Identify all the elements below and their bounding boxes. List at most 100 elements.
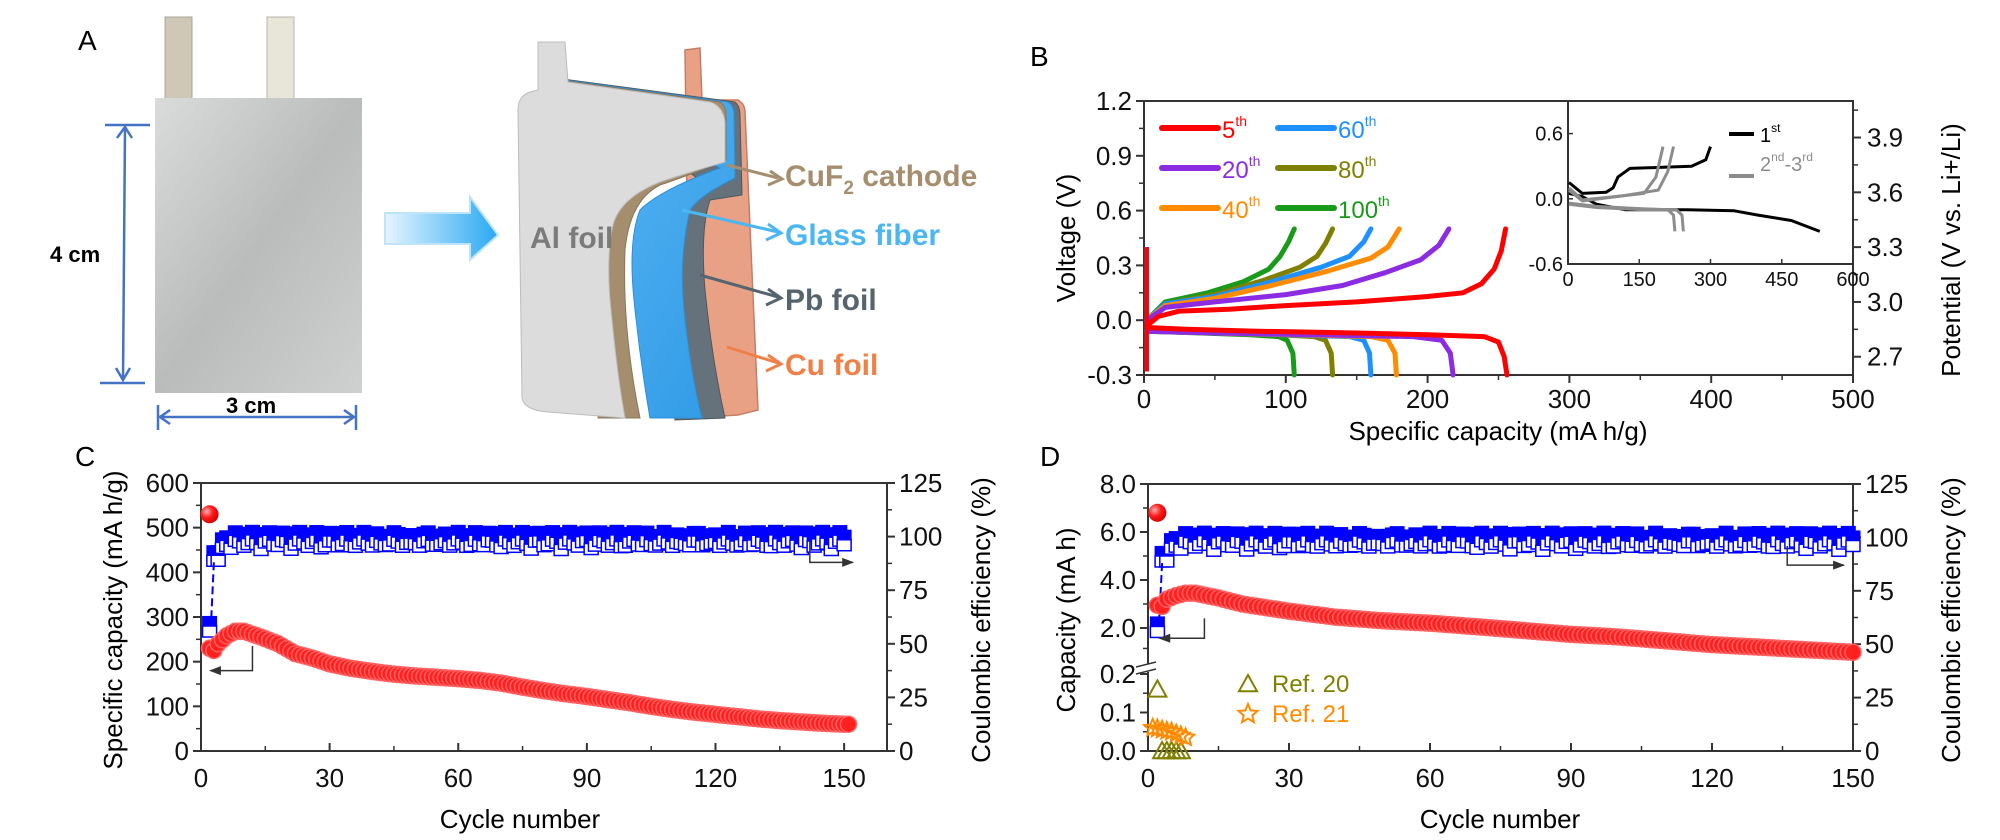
legend-label-20: 20th (1222, 153, 1260, 184)
y2-tick-label: 100 (1865, 522, 1908, 552)
y2-tick-label: 75 (899, 575, 928, 605)
legend-label-sup: th (1235, 113, 1247, 129)
legend-label-num: 80 (1338, 157, 1365, 184)
height-label: 4 cm (50, 242, 100, 267)
discharge-curve-5 (1144, 325, 1510, 378)
panel-a: A 4 cm 3 cm (50, 16, 977, 430)
ce-marker-open (1149, 625, 1166, 639)
discharge-curve-100 (1144, 328, 1297, 378)
ref20-marker (1146, 678, 1169, 698)
x-axis-title-c: Cycle number (440, 804, 601, 834)
x-tick-label-b: 300 (1548, 384, 1591, 414)
y2-tick-label: 50 (899, 629, 928, 659)
ref20-marker (1170, 739, 1192, 760)
legend-label-sup: th (1365, 113, 1377, 129)
pb-foil-pointer (699, 273, 779, 299)
ref21-marker (1174, 725, 1197, 747)
axis-break-mark (1135, 661, 1157, 668)
panel-label-d: D (1040, 441, 1060, 472)
y-tick-label-c: 400 (146, 557, 189, 587)
inset-frame (1567, 100, 1854, 265)
x-tick-label: 90 (1557, 763, 1586, 793)
width-dimension (156, 405, 358, 430)
legend-label-num: 5 (1222, 117, 1235, 144)
legend-ref20-label: Ref. 20 (1272, 671, 1349, 698)
right-arrow-icon (384, 193, 500, 263)
legend-label-5: 5th (1222, 113, 1247, 144)
panel-label-b: B (1030, 41, 1049, 72)
panel-label-c: C (75, 441, 95, 472)
legend-label-num: 60 (1338, 117, 1365, 144)
legend-label-num: 40 (1222, 197, 1249, 224)
y2-tick-label: 25 (899, 682, 928, 712)
pb-foil-label: Pb foil (785, 284, 877, 317)
inset-x-tick-label: 0 (1562, 269, 1573, 291)
glass-fiber-pointer (681, 208, 779, 234)
y-tick-label-d: 2.0 (1100, 613, 1136, 643)
x-tick-label: 150 (1831, 763, 1874, 793)
capacity-axis-arrow (208, 646, 254, 676)
y-tick-label-c: 500 (146, 513, 189, 543)
y2-tick-label-b: 3.6 (1867, 177, 1903, 207)
y2-tick-label: 50 (1865, 629, 1894, 659)
y2-axis-title-d: Coulombic efficiency (%) (1936, 477, 1966, 763)
width-label: 3 cm (226, 393, 276, 418)
legend-label-sup: th (1249, 193, 1261, 209)
y-axis-title-c: Specific capacity (mA h/g) (98, 470, 128, 769)
y2-axis-title-b: Potential (V vs. Li+/Li) (1936, 123, 1966, 377)
glass-fiber-layer (549, 77, 736, 419)
marks-d: Ref. 20 Ref. 21 (1141, 503, 1862, 760)
y2-tick-label: 25 (1865, 683, 1894, 713)
y2-tick-label-b: 3.3 (1867, 232, 1903, 262)
ce-marker-open (1845, 539, 1861, 553)
y2-tick-label: 0 (1865, 736, 1879, 766)
x-axis-title-b: Specific capacity (mA h/g) (1348, 416, 1647, 446)
panel-b: B 0 100 200 300 400 500-0.30.00.30.60.91.22.7… (1030, 41, 1966, 446)
inset-y-tick-label: -0.6 (1529, 254, 1563, 276)
inset-x-tick-label: 600 (1836, 269, 1869, 291)
pouch-cell-photo (155, 16, 362, 393)
y-tick-label-c: 600 (146, 468, 189, 498)
legend-label-sup: th (1365, 153, 1377, 169)
x-tick-label-b: 100 (1264, 384, 1307, 414)
y-tick-label-b: -0.3 (1087, 360, 1132, 390)
inset-y-tick-label: 0.6 (1535, 124, 1563, 146)
y2-tick-label: 0 (899, 736, 913, 766)
cu-foil-pointer (726, 345, 779, 365)
marks-c (200, 505, 858, 733)
legend-label-num: 20 (1222, 157, 1249, 184)
curves-b (1144, 226, 1510, 378)
panel-label-a: A (78, 25, 97, 56)
capacity-marker-first (1148, 503, 1167, 522)
y-tick-label-d: 8.0 (1100, 469, 1136, 499)
y2-tick-label: 100 (899, 522, 942, 552)
y-tick-label-b: 1.2 (1096, 86, 1132, 116)
y2-tick-label-b: 3.0 (1867, 287, 1903, 317)
ce-marker-open (201, 625, 218, 638)
al-foil-label: Al foil (530, 222, 613, 255)
ce-marker-open (1159, 555, 1175, 568)
panel-d: D 0.00.10.22.04.06.08.00 30 60 90 120 1500255… (1040, 441, 1966, 834)
inset-y-tick-label: 0.0 (1535, 189, 1563, 211)
inset-x-tick-label: 450 (1765, 269, 1798, 291)
x-tick-label: 120 (1690, 763, 1733, 793)
legend-label-num: 100 (1338, 197, 1378, 224)
x-tick-label: 30 (315, 763, 344, 793)
y-tick-label-d: 4.0 (1100, 565, 1136, 595)
y-tick-label-c: 200 (146, 647, 189, 677)
ce-axis-arrow (809, 540, 855, 567)
y2-tick-label: 125 (899, 468, 942, 498)
y-tick-label-c: 300 (146, 602, 189, 632)
x-tick-label: 60 (444, 763, 473, 793)
x-tick-label: 0 (1141, 763, 1155, 793)
y-tick-label-d: 0.0 (1100, 736, 1136, 766)
inset-legend-label-2nd-3rd: 2nd-3rd (1760, 150, 1813, 176)
legend-label-sup: th (1249, 153, 1261, 169)
axes-b: 0 100 200 300 400 500-0.30.00.30.60.91.22.73.… (1087, 86, 1903, 414)
x-tick-label: 120 (694, 763, 737, 793)
ce-axis-arrow (1786, 545, 1846, 570)
charge-curve-20 (1144, 226, 1452, 323)
inset-curve-charge (1568, 146, 1712, 195)
